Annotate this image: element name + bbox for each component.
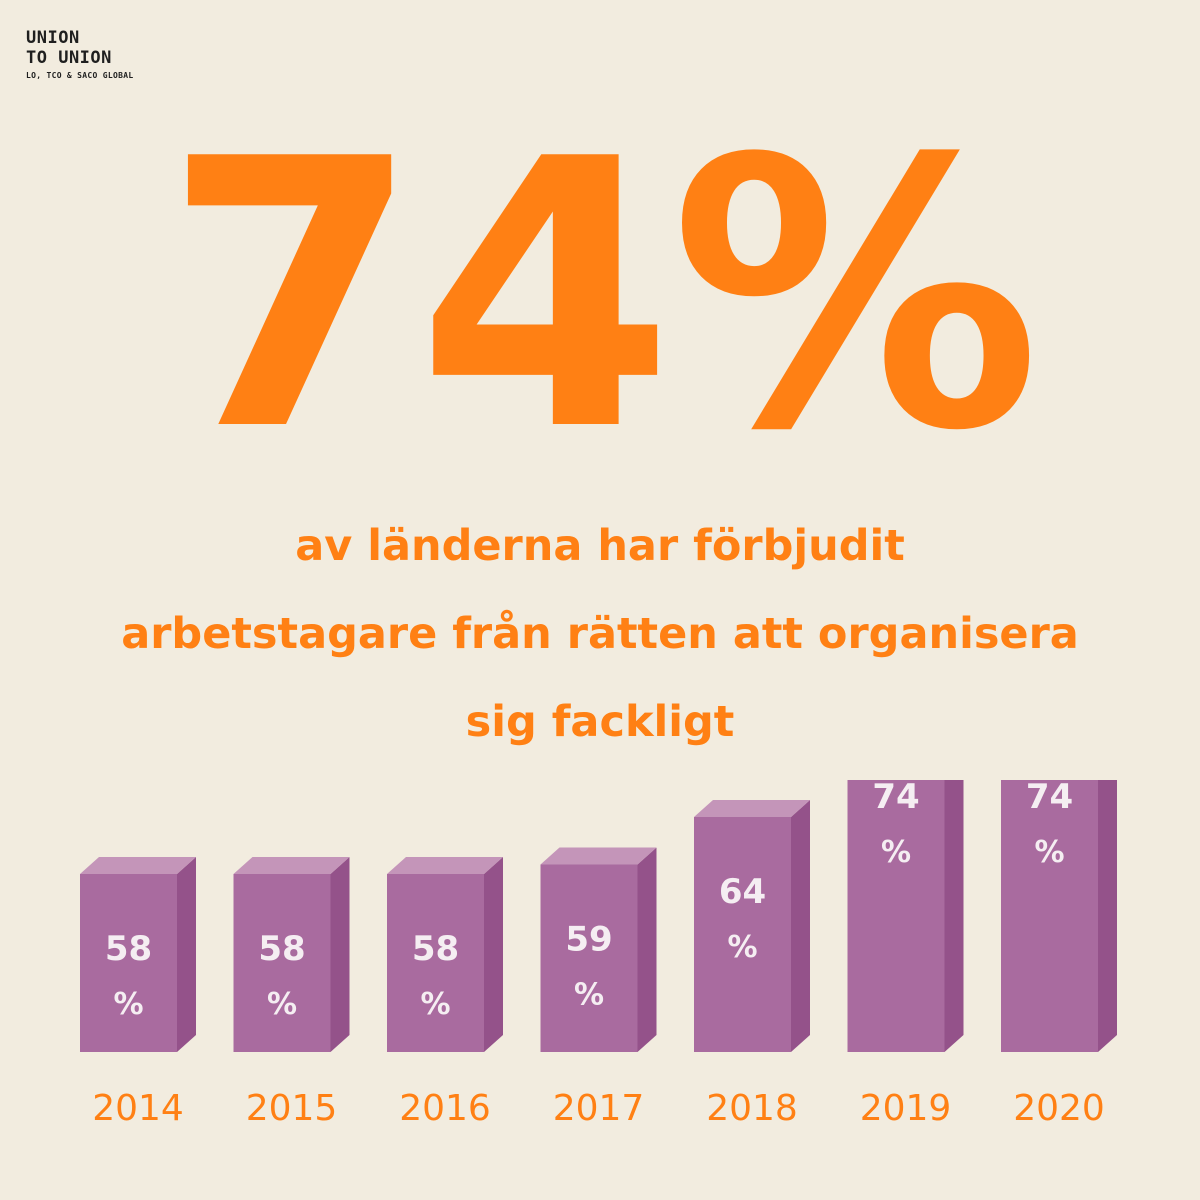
- bar-value-label: 74: [1026, 780, 1073, 817]
- bar-side-2018: [791, 800, 810, 1052]
- bar-value-label: 58: [412, 929, 459, 969]
- logo-line-2: TO UNION: [26, 48, 112, 68]
- bar-value-suffix: %: [420, 987, 450, 1022]
- headline-percentage: 74%: [163, 82, 1041, 512]
- bar-value-suffix: %: [881, 835, 911, 870]
- bar-front-2019: [847, 780, 945, 1052]
- bar-front-2015: [233, 874, 331, 1052]
- year-label-2014: 2014: [92, 1088, 184, 1129]
- logo-line-1: UNION: [26, 28, 80, 48]
- logo-subtitle: LO, TCO & SACO GLOBAL: [26, 71, 134, 80]
- bar-2017: 59%: [540, 847, 657, 1052]
- year-label-2017: 2017: [553, 1088, 645, 1129]
- bar-top-2014: [80, 857, 196, 874]
- bar-value-label: 58: [105, 929, 152, 969]
- bar-side-2014: [177, 857, 196, 1052]
- bar-value-suffix: %: [267, 987, 297, 1022]
- bar-front-2020: [1001, 780, 1098, 1052]
- subtitle-line-3: sig fackligt: [465, 697, 735, 747]
- bar-value-suffix: %: [113, 987, 143, 1022]
- bar-side-2017: [637, 847, 657, 1052]
- year-label-2018: 2018: [706, 1088, 798, 1129]
- bar-top-2017: [540, 847, 657, 865]
- bar-top-2015: [233, 857, 350, 874]
- bar-front-2016: [387, 874, 484, 1052]
- bar-value-suffix: %: [727, 930, 757, 965]
- bar-value-label: 59: [565, 920, 612, 960]
- union-to-union-logo: UNION TO UNION LO, TCO & SACO GLOBAL: [26, 28, 136, 82]
- bar-top-2016: [387, 857, 503, 874]
- bar-2020: 74%: [1001, 780, 1117, 1052]
- bar-front-2017: [540, 864, 638, 1052]
- bar-side-2020: [1098, 780, 1117, 1052]
- bar-chart: 58% 2014 58% 2015 58% 2016 59% 2017 64% 2018 74% 20…: [80, 780, 1117, 1129]
- bar-value-suffix: %: [1034, 835, 1064, 870]
- subtitle-text: av länderna har förbjudit arbetstagare f…: [40, 502, 1160, 766]
- bar-value-suffix: %: [574, 978, 604, 1013]
- year-label-2019: 2019: [860, 1088, 952, 1129]
- bar-value-label: 58: [258, 929, 305, 969]
- bar-2018: 64%: [694, 800, 810, 1052]
- bar-side-2016: [484, 857, 503, 1052]
- subtitle-line-1: av länderna har förbjudit: [295, 521, 905, 571]
- bar-top-2018: [694, 800, 810, 817]
- year-label-2020: 2020: [1013, 1088, 1105, 1129]
- bar-front-2018: [694, 817, 791, 1052]
- bar-2015: 58%: [233, 857, 350, 1052]
- bar-front-2014: [80, 874, 177, 1052]
- bar-side-2015: [330, 857, 350, 1052]
- bar-2014: 58%: [80, 857, 196, 1052]
- bar-side-2019: [944, 780, 964, 1052]
- bar-2019: 74%: [847, 780, 964, 1052]
- bar-value-label: 64: [719, 872, 766, 912]
- year-label-2015: 2015: [246, 1088, 338, 1129]
- year-label-2016: 2016: [399, 1088, 491, 1129]
- bar-2016: 58%: [387, 857, 503, 1052]
- bar-value-label: 74: [872, 780, 919, 817]
- subtitle-line-2: arbetstagare från rätten att organisera: [121, 609, 1079, 659]
